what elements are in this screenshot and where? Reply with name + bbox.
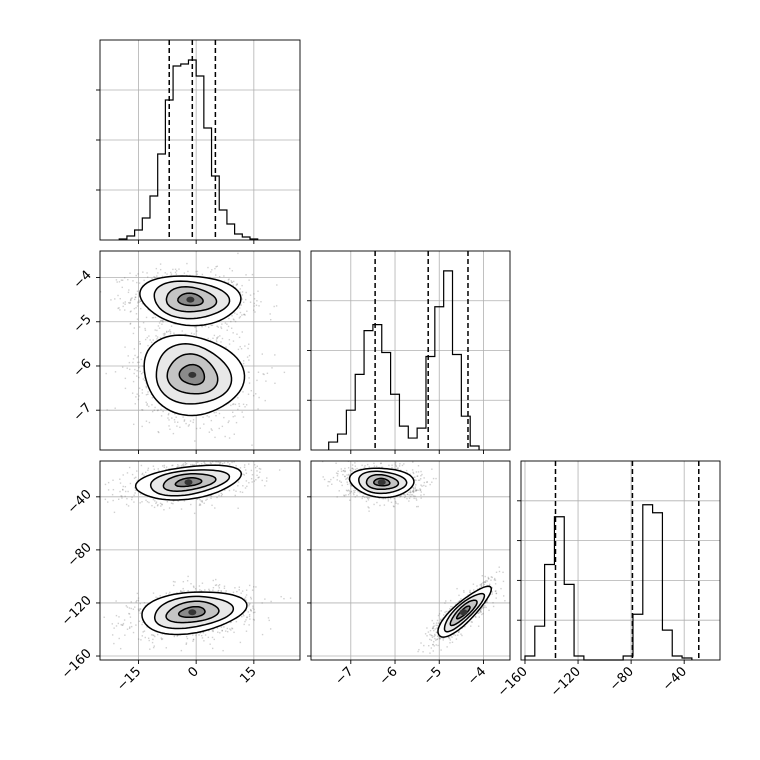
y-tick-label: −5 [71, 312, 95, 336]
density-contours [134, 464, 243, 501]
y-tick-label: −4 [71, 268, 95, 292]
x-tick-label: −6 [377, 664, 401, 688]
axes-frame [99, 250, 301, 451]
density-panel-scatter-p2-p3: −7 −6 −5 −4 [307, 460, 511, 688]
x-tick-label: −7 [332, 664, 356, 688]
x-tick-label: −5 [421, 664, 445, 688]
x-tick-label: −4 [465, 664, 489, 688]
density-contours [143, 334, 246, 417]
y-tick-label: −160 [59, 646, 95, 682]
histogram-steps [524, 504, 693, 661]
x-tick-label: 0 [186, 664, 202, 680]
x-tick-label: −120 [548, 664, 584, 700]
density-contours [348, 467, 415, 499]
x-tick-label: −80 [607, 664, 637, 694]
x-tick-label: −160 [495, 664, 531, 700]
x-tick-label: −40 [660, 664, 690, 694]
y-tick-label: −40 [65, 487, 95, 517]
x-tick-label: −15 [114, 664, 144, 694]
density-contours [139, 275, 242, 327]
histogram-steps [118, 59, 259, 240]
histogram-panel-hist-p3: −160 −120 −80 −40 [495, 460, 721, 700]
y-tick-label: −7 [71, 400, 95, 424]
x-tick-label: 15 [237, 664, 259, 686]
y-tick-label: −6 [71, 356, 95, 380]
histogram-panel-hist-p2 [307, 250, 511, 454]
axes-frame [99, 460, 301, 661]
y-tick-label: −80 [65, 540, 95, 570]
axes-frame [310, 460, 511, 661]
histogram-steps [328, 270, 480, 450]
density-panel-scatter-p1-p2: −7 −6 −5 −4 [71, 250, 301, 454]
density-panel-scatter-p1-p3: −15 0 15 −160 −120 −80 −40 [59, 460, 301, 694]
histogram-panel-hist-p1 [96, 39, 301, 244]
axes-frame [520, 460, 721, 661]
y-tick-label: −120 [59, 593, 95, 629]
density-contours [141, 591, 248, 636]
density-contours [437, 585, 493, 638]
